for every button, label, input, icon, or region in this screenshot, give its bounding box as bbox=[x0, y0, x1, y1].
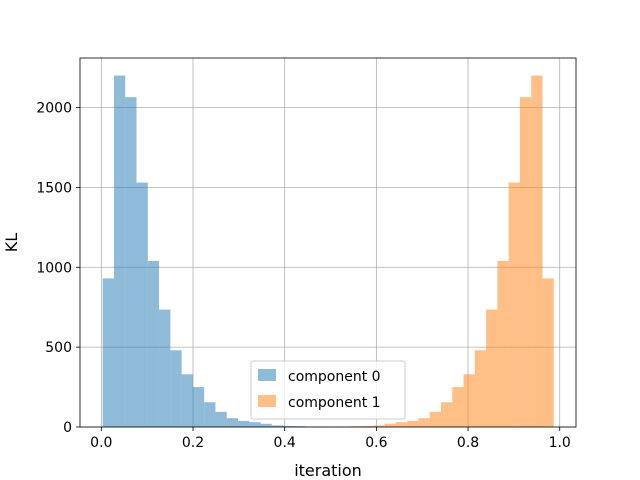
y-axis-label: KL bbox=[2, 233, 21, 252]
ticks-layer: 0.0 0.2 0.4 0.6 0.8 1.0 0 500 1000 1500 2000 bbox=[36, 101, 570, 451]
y-tick-label: 1500 bbox=[36, 180, 72, 196]
histogram-bar-component-0 bbox=[249, 422, 261, 427]
y-tick-label: 1000 bbox=[36, 260, 72, 276]
x-tick-label: 0.6 bbox=[365, 435, 387, 451]
x-tick-label: 0.0 bbox=[90, 435, 112, 451]
x-axis-label: iteration bbox=[294, 461, 362, 480]
y-tick-label: 500 bbox=[45, 340, 72, 356]
histogram-bar-component-0 bbox=[113, 75, 126, 428]
histogram-bar-component-1 bbox=[395, 422, 408, 427]
histogram-bar-component-1 bbox=[418, 418, 430, 427]
histogram-bar-component-1 bbox=[452, 387, 464, 427]
histogram-bar-component-1 bbox=[373, 425, 385, 427]
legend-box bbox=[250, 360, 406, 420]
histogram-bar-component-1 bbox=[463, 374, 475, 427]
histogram-bar-component-0 bbox=[181, 374, 193, 427]
y-tick-label: 0 bbox=[63, 420, 72, 436]
x-tick-label: 0.2 bbox=[182, 435, 204, 451]
histogram-bar-component-0 bbox=[125, 97, 137, 428]
histogram-bar-component-1 bbox=[542, 278, 554, 427]
histogram-bar-component-0 bbox=[170, 350, 182, 427]
histogram-bar-component-1 bbox=[440, 402, 453, 427]
legend: component 0 component 1 bbox=[250, 360, 406, 420]
x-tick-label: 0.4 bbox=[274, 435, 296, 451]
histogram-bar-component-1 bbox=[474, 350, 487, 427]
histogram-bar-component-0 bbox=[204, 402, 216, 427]
histogram-bar-component-0 bbox=[283, 426, 295, 427]
legend-swatch-component-1 bbox=[258, 395, 276, 407]
histogram-bar-component-1 bbox=[362, 426, 374, 427]
histogram-bar-component-0 bbox=[238, 420, 250, 427]
histogram-bar-component-1 bbox=[497, 260, 509, 427]
legend-label-component-1: component 1 bbox=[288, 395, 381, 411]
x-tick-label: 0.8 bbox=[457, 435, 479, 451]
histogram-bar-component-1 bbox=[429, 411, 441, 427]
histogram-bar-component-1 bbox=[407, 420, 419, 427]
histogram-bar-component-1 bbox=[384, 423, 396, 427]
histogram-bar-component-0 bbox=[102, 278, 114, 427]
histogram-bar-component-1 bbox=[531, 75, 543, 428]
histogram-bar-component-0 bbox=[192, 387, 205, 427]
plot-frame bbox=[79, 57, 577, 428]
histogram-bar-component-0 bbox=[136, 182, 148, 427]
histogram-bar-component-0 bbox=[215, 411, 227, 427]
legend-label-component-0: component 0 bbox=[288, 369, 381, 385]
x-tick-label: 1.0 bbox=[549, 435, 571, 451]
legend-swatch-component-0 bbox=[258, 369, 276, 381]
histogram-bar-component-1 bbox=[519, 97, 532, 428]
histogram-bar-component-0 bbox=[147, 260, 160, 427]
histogram-bar-component-0 bbox=[159, 309, 171, 427]
y-tick-label: 2000 bbox=[36, 101, 72, 117]
histogram-bar-component-0 bbox=[260, 423, 272, 427]
histogram-bar-component-0 bbox=[226, 418, 239, 427]
histogram-bar-component-0 bbox=[271, 425, 284, 427]
histogram-bar-component-1 bbox=[508, 182, 520, 427]
histogram-bar-component-1 bbox=[486, 309, 498, 427]
